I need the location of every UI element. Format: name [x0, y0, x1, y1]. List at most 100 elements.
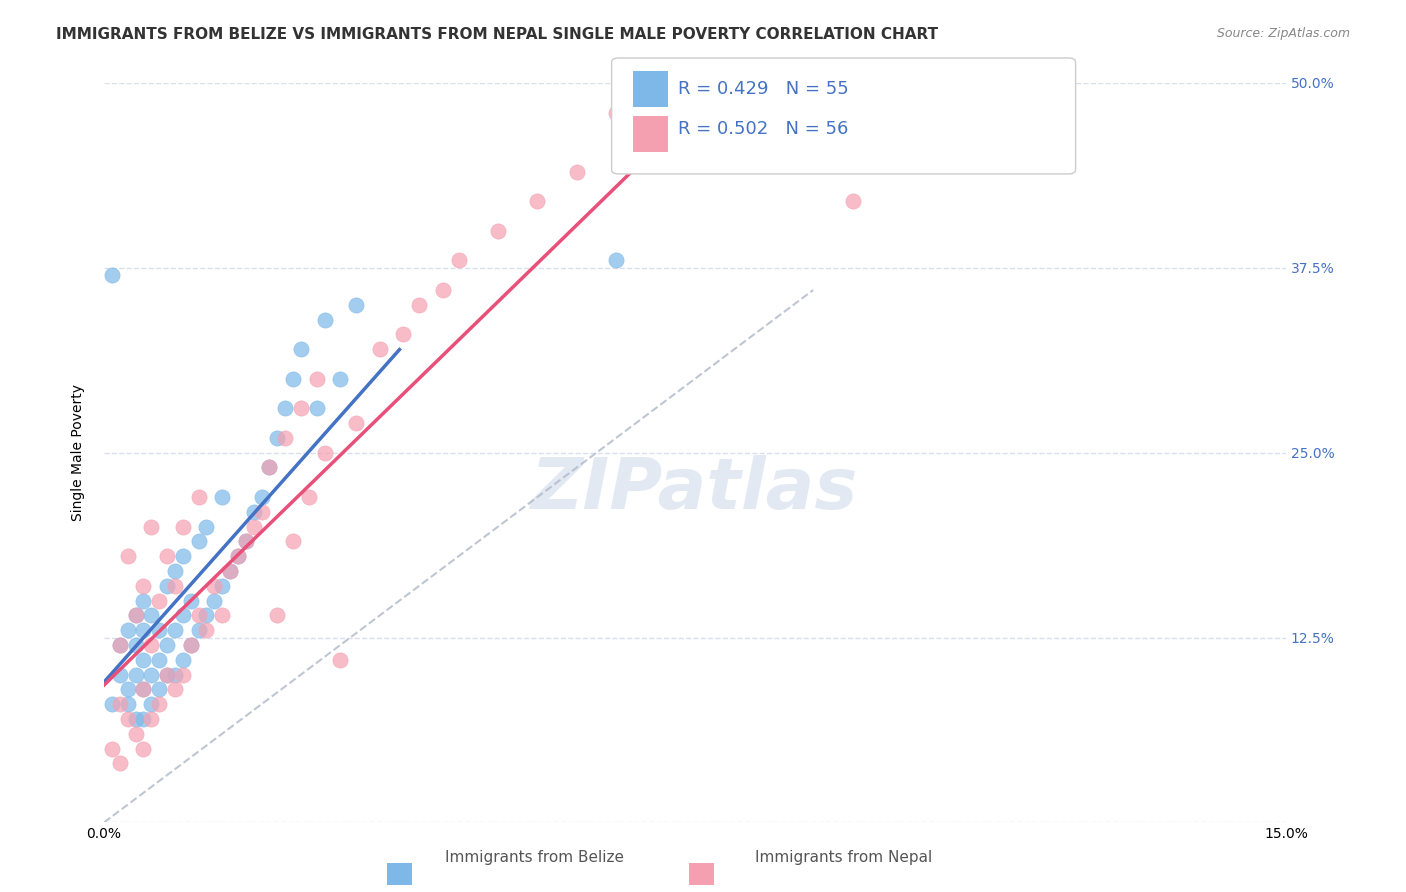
- Point: [226, 549, 249, 564]
- Point: [124, 727, 146, 741]
- Point: [281, 534, 304, 549]
- Point: [156, 549, 179, 564]
- Point: [163, 667, 186, 681]
- Point: [132, 712, 155, 726]
- Point: [344, 298, 367, 312]
- Point: [180, 593, 202, 607]
- Point: [250, 490, 273, 504]
- Point: [141, 519, 163, 533]
- Point: [392, 327, 415, 342]
- Point: [156, 638, 179, 652]
- Point: [486, 224, 509, 238]
- Point: [187, 490, 209, 504]
- Point: [195, 608, 218, 623]
- Point: [432, 283, 454, 297]
- Point: [132, 579, 155, 593]
- Point: [180, 638, 202, 652]
- Point: [841, 194, 863, 209]
- Point: [156, 667, 179, 681]
- Point: [117, 549, 139, 564]
- Point: [314, 312, 336, 326]
- Point: [314, 446, 336, 460]
- Point: [163, 623, 186, 637]
- Point: [141, 608, 163, 623]
- Text: ZIPatlas: ZIPatlas: [531, 455, 859, 524]
- Point: [266, 431, 288, 445]
- Point: [108, 756, 131, 771]
- Point: [305, 401, 328, 416]
- Point: [329, 653, 352, 667]
- Point: [226, 549, 249, 564]
- Point: [148, 623, 170, 637]
- Point: [108, 667, 131, 681]
- Point: [195, 519, 218, 533]
- Point: [163, 564, 186, 578]
- Point: [219, 564, 242, 578]
- Point: [108, 697, 131, 711]
- Point: [172, 653, 194, 667]
- Point: [172, 667, 194, 681]
- Point: [141, 697, 163, 711]
- Point: [124, 638, 146, 652]
- Point: [447, 253, 470, 268]
- Point: [148, 653, 170, 667]
- Point: [148, 697, 170, 711]
- Point: [605, 105, 627, 120]
- Point: [298, 490, 321, 504]
- Point: [344, 416, 367, 430]
- Text: IMMIGRANTS FROM BELIZE VS IMMIGRANTS FROM NEPAL SINGLE MALE POVERTY CORRELATION : IMMIGRANTS FROM BELIZE VS IMMIGRANTS FRO…: [56, 27, 938, 42]
- Point: [202, 579, 225, 593]
- Point: [211, 579, 233, 593]
- Point: [219, 564, 242, 578]
- Point: [180, 638, 202, 652]
- Point: [211, 608, 233, 623]
- Point: [242, 519, 264, 533]
- Point: [117, 697, 139, 711]
- Point: [148, 682, 170, 697]
- Point: [141, 712, 163, 726]
- Point: [290, 401, 312, 416]
- Point: [148, 593, 170, 607]
- Point: [683, 150, 706, 164]
- Point: [250, 505, 273, 519]
- Point: [290, 342, 312, 356]
- Point: [187, 608, 209, 623]
- Point: [124, 667, 146, 681]
- Point: [156, 579, 179, 593]
- Point: [117, 623, 139, 637]
- Point: [124, 608, 146, 623]
- Point: [108, 638, 131, 652]
- Point: [329, 372, 352, 386]
- Point: [235, 534, 257, 549]
- Text: Immigrants from Nepal: Immigrants from Nepal: [755, 850, 932, 865]
- Point: [117, 712, 139, 726]
- Point: [132, 682, 155, 697]
- Point: [172, 608, 194, 623]
- Point: [124, 608, 146, 623]
- Point: [132, 682, 155, 697]
- Point: [259, 460, 281, 475]
- Point: [163, 682, 186, 697]
- Point: [108, 638, 131, 652]
- Point: [101, 697, 124, 711]
- Point: [132, 623, 155, 637]
- Point: [408, 298, 430, 312]
- Point: [101, 268, 124, 283]
- Point: [187, 534, 209, 549]
- Point: [101, 741, 124, 756]
- Point: [211, 490, 233, 504]
- Point: [124, 712, 146, 726]
- Point: [202, 593, 225, 607]
- Point: [141, 667, 163, 681]
- Text: R = 0.429   N = 55: R = 0.429 N = 55: [678, 80, 848, 98]
- Text: Source: ZipAtlas.com: Source: ZipAtlas.com: [1216, 27, 1350, 40]
- Point: [132, 653, 155, 667]
- Point: [266, 608, 288, 623]
- Point: [163, 579, 186, 593]
- Point: [259, 460, 281, 475]
- Point: [368, 342, 391, 356]
- Point: [117, 682, 139, 697]
- Point: [235, 534, 257, 549]
- Point: [274, 401, 297, 416]
- Point: [172, 549, 194, 564]
